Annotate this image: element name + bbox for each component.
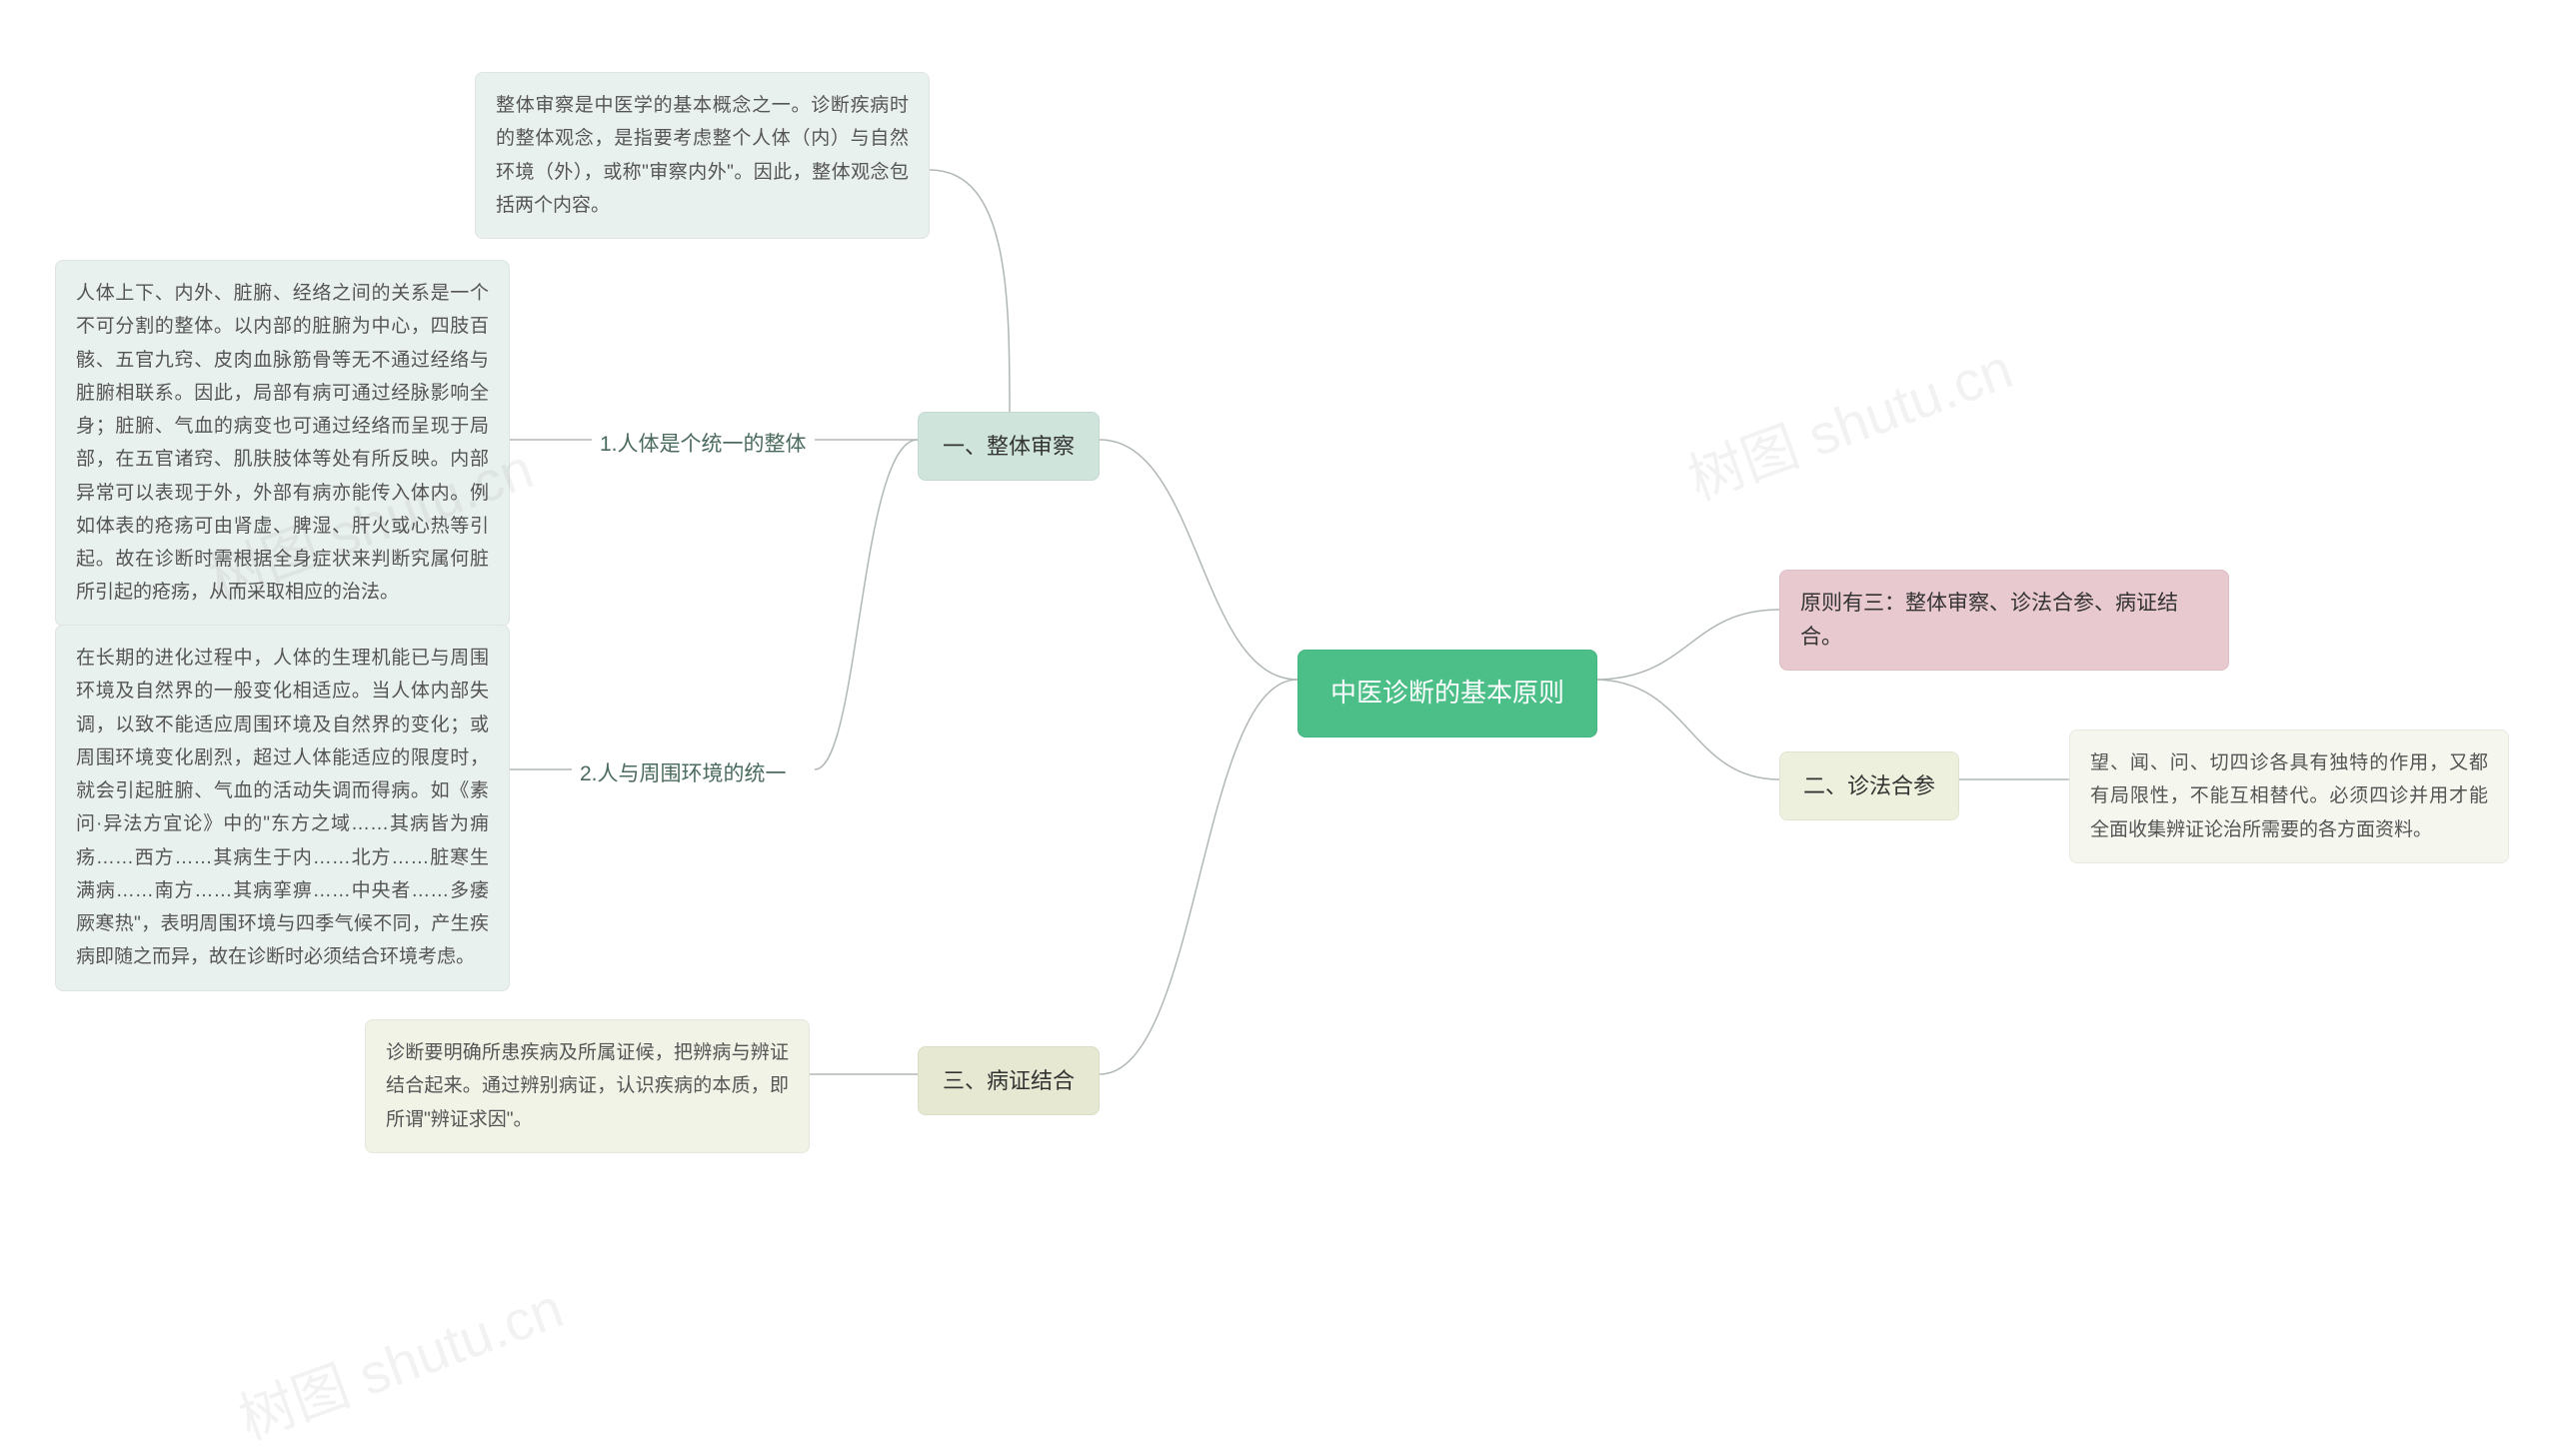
- branch1-node[interactable]: 一、整体审察: [918, 412, 1100, 481]
- branch1-sub2-label: 2.人与周围环境的统一: [580, 762, 787, 785]
- branch2-desc-text: 望、闻、问、切四诊各具有独特的作用，又都有局限性，不能互相替代。必须四诊并用才能…: [2090, 752, 2488, 840]
- branch1-sub1-desc: 人体上下、内外、脏腑、经络之间的关系是一个不可分割的整体。以内部的脏腑为中心，四…: [55, 260, 510, 627]
- mindmap-canvas: 中医诊断的基本原则 原则有三：整体审察、诊法合参、病证结合。 二、诊法合参 望、…: [0, 0, 2559, 1360]
- branch1-sub2-label-node[interactable]: 2.人与周围环境的统一: [572, 753, 795, 795]
- branch3-desc-text: 诊断要明确所患疾病及所属证候，把辨病与辨证结合起来。通过辨别病证，认识疾病的本质…: [386, 1042, 789, 1130]
- branch3-desc: 诊断要明确所患疾病及所属证候，把辨病与辨证结合起来。通过辨别病证，认识疾病的本质…: [365, 1019, 810, 1153]
- summary-node[interactable]: 原则有三：整体审察、诊法合参、病证结合。: [1779, 570, 2229, 671]
- branch2-desc: 望、闻、问、切四诊各具有独特的作用，又都有局限性，不能互相替代。必须四诊并用才能…: [2069, 729, 2509, 863]
- branch3-label: 三、病证结合: [943, 1068, 1075, 1093]
- root-node[interactable]: 中医诊断的基本原则: [1297, 650, 1597, 737]
- branch3-node[interactable]: 三、病证结合: [918, 1046, 1100, 1115]
- watermark-2: 树图 shutu.cn: [1675, 324, 2022, 516]
- branch1-label: 一、整体审察: [943, 434, 1075, 459]
- branch1-sub2-desc: 在长期的进化过程中，人体的生理机能已与周围环境及自然界的一般变化相适应。当人体内…: [55, 625, 510, 991]
- branch1-sub1-label-node[interactable]: 1.人体是个统一的整体: [592, 424, 815, 466]
- branch1-intro: 整体审察是中医学的基本概念之一。诊断疾病时的整体观念，是指要考虑整个人体（内）与…: [475, 72, 930, 239]
- branch1-sub1-desc-text: 人体上下、内外、脏腑、经络之间的关系是一个不可分割的整体。以内部的脏腑为中心，四…: [76, 283, 489, 603]
- branch2-node[interactable]: 二、诊法合参: [1779, 751, 1959, 820]
- root-label: 中医诊断的基本原则: [1330, 678, 1564, 708]
- branch1-sub2-desc-text: 在长期的进化过程中，人体的生理机能已与周围环境及自然界的一般变化相适应。当人体内…: [76, 648, 489, 967]
- summary-text: 原则有三：整体审察、诊法合参、病证结合。: [1800, 592, 2178, 649]
- branch1-sub1-label: 1.人体是个统一的整体: [600, 433, 807, 456]
- branch1-intro-text: 整体审察是中医学的基本概念之一。诊断疾病时的整体观念，是指要考虑整个人体（内）与…: [496, 95, 909, 216]
- branch2-label: 二、诊法合参: [1803, 773, 1935, 798]
